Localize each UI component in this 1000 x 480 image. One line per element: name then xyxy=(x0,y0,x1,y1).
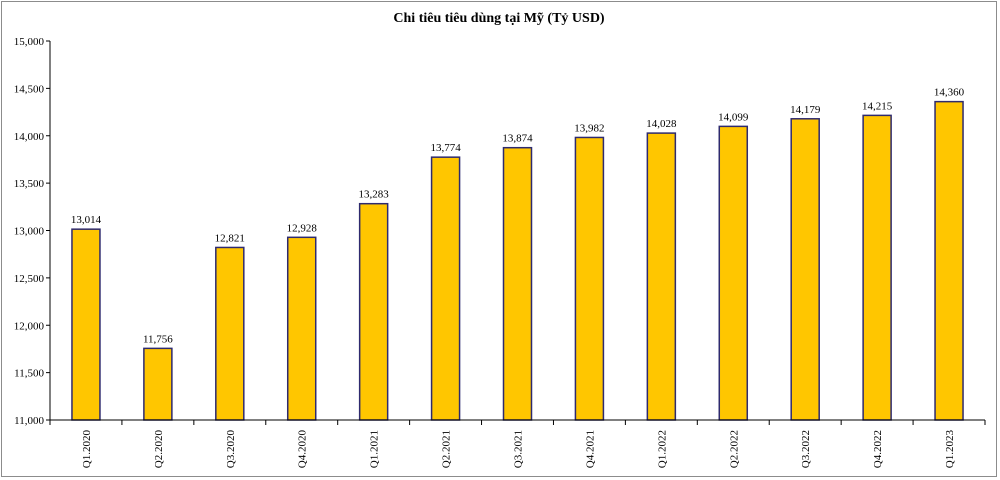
x-tick-label: Q4.2022 xyxy=(872,430,884,468)
data-label: 14,099 xyxy=(718,111,749,123)
y-tick-label: 14,000 xyxy=(14,131,45,143)
bar xyxy=(574,136,605,421)
bar xyxy=(790,118,820,421)
data-label: 14,179 xyxy=(790,104,821,116)
data-label: 14,028 xyxy=(646,118,677,130)
bar xyxy=(862,114,892,421)
y-tick-label: 13,500 xyxy=(14,178,45,190)
x-axis: Q1.2020 Q2.2020 Q3.2020 Q4.2020 Q1.2021 Q2.20… xyxy=(49,419,986,469)
bar xyxy=(71,228,101,421)
x-tick-label: Q1.2020 xyxy=(81,430,93,469)
bars: 13,014 11,756 12,821 12,928 13,283 13,774 13,8… xyxy=(71,87,965,421)
chart-title: Chi tiêu tiêu dùng tại Mỹ (Tỷ USD) xyxy=(393,11,605,26)
data-label: 14,360 xyxy=(934,87,965,99)
data-label: 12,928 xyxy=(287,222,318,234)
y-tick-label: 15,000 xyxy=(14,36,45,48)
bar xyxy=(215,246,245,421)
bar xyxy=(430,156,461,421)
data-label: 13,874 xyxy=(502,133,533,145)
data-label: 14,215 xyxy=(862,100,893,112)
data-label: 13,283 xyxy=(359,189,390,201)
x-tick-label: Q1.2021 xyxy=(369,430,381,468)
x-tick-label: Q3.2022 xyxy=(800,430,812,468)
x-tick-label: Q1.2022 xyxy=(656,430,668,468)
bar xyxy=(286,236,317,421)
bar xyxy=(502,146,533,421)
y-tick-label: 13,000 xyxy=(14,226,45,238)
y-tick-label: 14,500 xyxy=(14,83,45,95)
x-tick-label: Q4.2020 xyxy=(297,430,309,469)
y-tick-label: 12,500 xyxy=(14,273,45,285)
x-tick-label: Q2.2021 xyxy=(441,430,453,468)
data-label: 11,756 xyxy=(143,333,173,345)
bar xyxy=(718,125,749,421)
x-tick-label: Q2.2020 xyxy=(153,430,165,469)
bar xyxy=(143,347,173,421)
bar xyxy=(358,202,389,421)
x-tick-label: Q1.2023 xyxy=(944,430,956,469)
y-axis: 11,000 11,500 12,000 12,500 13,000 13,500 14,0… xyxy=(14,36,51,427)
x-tick-label: Q4.2021 xyxy=(584,430,596,468)
y-tick-label: 11,000 xyxy=(14,415,44,427)
x-tick-label: Q3.2020 xyxy=(225,430,237,469)
data-label: 13,014 xyxy=(71,214,102,226)
x-tick-label: Q3.2021 xyxy=(513,430,525,468)
data-label: 13,982 xyxy=(574,122,604,134)
y-tick-label: 11,500 xyxy=(14,368,44,380)
data-label: 12,821 xyxy=(215,232,245,244)
bar xyxy=(646,132,677,421)
bar xyxy=(934,100,964,421)
x-tick-label: Q2.2022 xyxy=(728,430,740,468)
y-tick-label: 12,000 xyxy=(14,320,45,332)
data-label: 13,774 xyxy=(430,142,461,154)
